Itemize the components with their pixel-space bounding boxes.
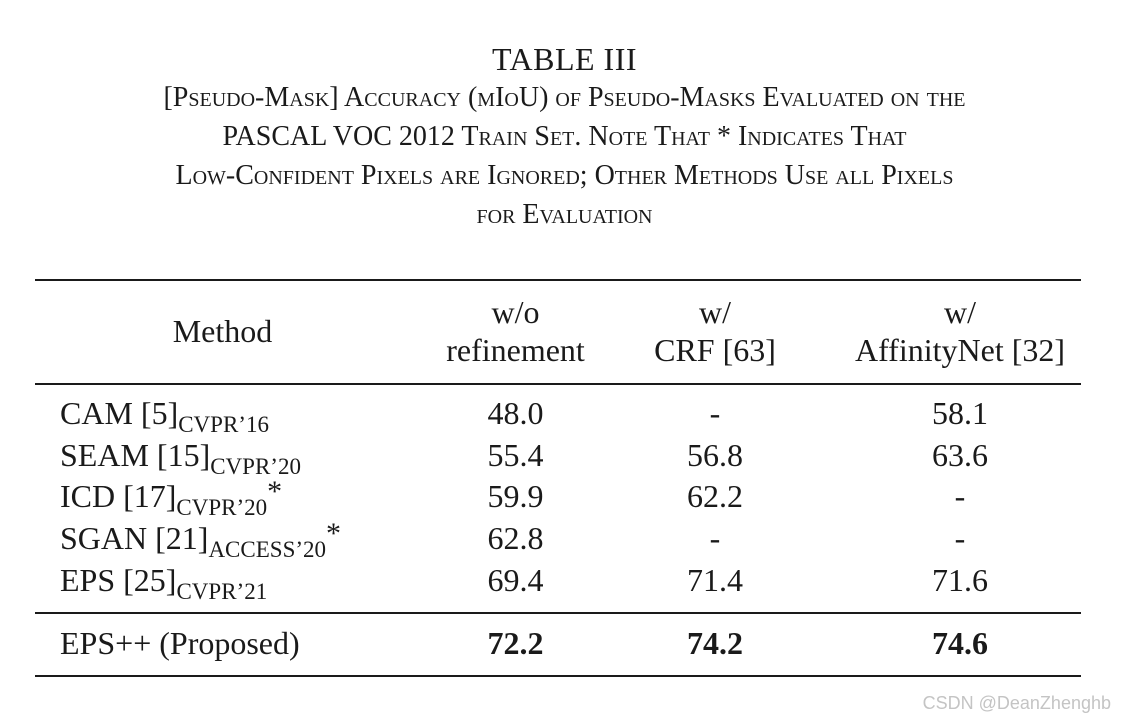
cell-eps-crf: 71.4 — [687, 562, 743, 598]
caption-line-2: PASCAL VOC 2012 Train Set. Note That * I… — [222, 121, 907, 152]
header-method: Method — [172, 313, 273, 349]
caption-line-4: for Evaluation — [476, 199, 653, 230]
proposed-separator-rule — [35, 612, 1081, 614]
cell-seam-wo: 55.4 — [487, 437, 544, 473]
table-label: TABLE III — [492, 41, 637, 77]
cell-proposed-crf: 74.2 — [687, 625, 743, 661]
row-sgan-method: SGAN [21]ACCESS’20* — [60, 517, 342, 562]
cell-icd-affinity: - — [954, 478, 966, 514]
header-col2-line1: w/ — [699, 294, 731, 330]
ignore-star: * — [267, 475, 283, 508]
venue-subscript: CVPR’21 — [176, 579, 268, 604]
header-rule — [35, 383, 1081, 385]
header-without-refinement: w/o refinement — [428, 293, 603, 369]
header-col3-line1: w/ — [944, 294, 976, 330]
cell-cam-crf: - — [709, 395, 721, 431]
cell-cam-affinity: 58.1 — [932, 395, 988, 431]
cell-proposed-wo: 72.2 — [487, 625, 544, 661]
cell-seam-affinity: 63.6 — [932, 437, 988, 473]
header-col1-line2: refinement — [446, 332, 585, 368]
method-name: ICD [17] — [60, 478, 177, 514]
cell-sgan-affinity: - — [954, 520, 966, 556]
cell-icd-wo: 59.9 — [487, 478, 544, 514]
method-name: SGAN [21] — [60, 520, 209, 556]
venue-subscript: CVPR’16 — [178, 412, 269, 437]
table-caption: TABLE III [Pseudo-Mask] Accuracy (mIoU) … — [0, 40, 1129, 234]
method-name: SEAM [15] — [60, 437, 211, 473]
caption-line-3: Low-Confident Pixels are Ignored; Other … — [175, 160, 954, 191]
table-top-rule — [35, 279, 1081, 281]
row-eps-method: EPS [25]CVPR’21 — [60, 561, 268, 604]
caption-line-1: [Pseudo-Mask] Accuracy (mIoU) of Pseudo-… — [163, 82, 966, 113]
table-bottom-rule — [35, 675, 1081, 677]
cell-proposed-affinity: 74.6 — [932, 625, 988, 661]
cell-sgan-wo: 62.8 — [487, 520, 544, 556]
method-name: CAM [5] — [60, 395, 179, 431]
header-col1-line1: w/o — [491, 294, 540, 330]
venue-subscript: CVPR’20 — [210, 454, 301, 479]
venue-subscript: CVPR’20 — [176, 495, 268, 520]
cell-eps-wo: 69.4 — [487, 562, 544, 598]
row-seam-method: SEAM [15]CVPR’20 — [60, 436, 301, 479]
cell-icd-crf: 62.2 — [687, 478, 743, 514]
row-cam-method: CAM [5]CVPR’16 — [60, 394, 269, 437]
header-with-crf: w/ CRF [63] — [630, 293, 800, 369]
cell-cam-wo: 48.0 — [487, 395, 544, 431]
cell-eps-affinity: 71.6 — [932, 562, 988, 598]
cell-seam-crf: 56.8 — [687, 437, 743, 473]
header-col2-line2: CRF [63] — [654, 332, 776, 368]
row-proposed-method: EPS++ (Proposed) — [60, 625, 300, 661]
header-col3-line2: AffinityNet [32] — [854, 332, 1066, 368]
cell-sgan-crf: - — [709, 520, 721, 556]
venue-subscript: ACCESS’20 — [208, 537, 327, 562]
header-with-affinitynet: w/ AffinityNet [32] — [830, 293, 1090, 369]
watermark: CSDN @DeanZhenghb — [922, 693, 1111, 713]
ignore-star: * — [326, 517, 342, 550]
row-icd-method: ICD [17]CVPR’20* — [60, 475, 283, 520]
method-name: EPS [25] — [60, 562, 177, 598]
